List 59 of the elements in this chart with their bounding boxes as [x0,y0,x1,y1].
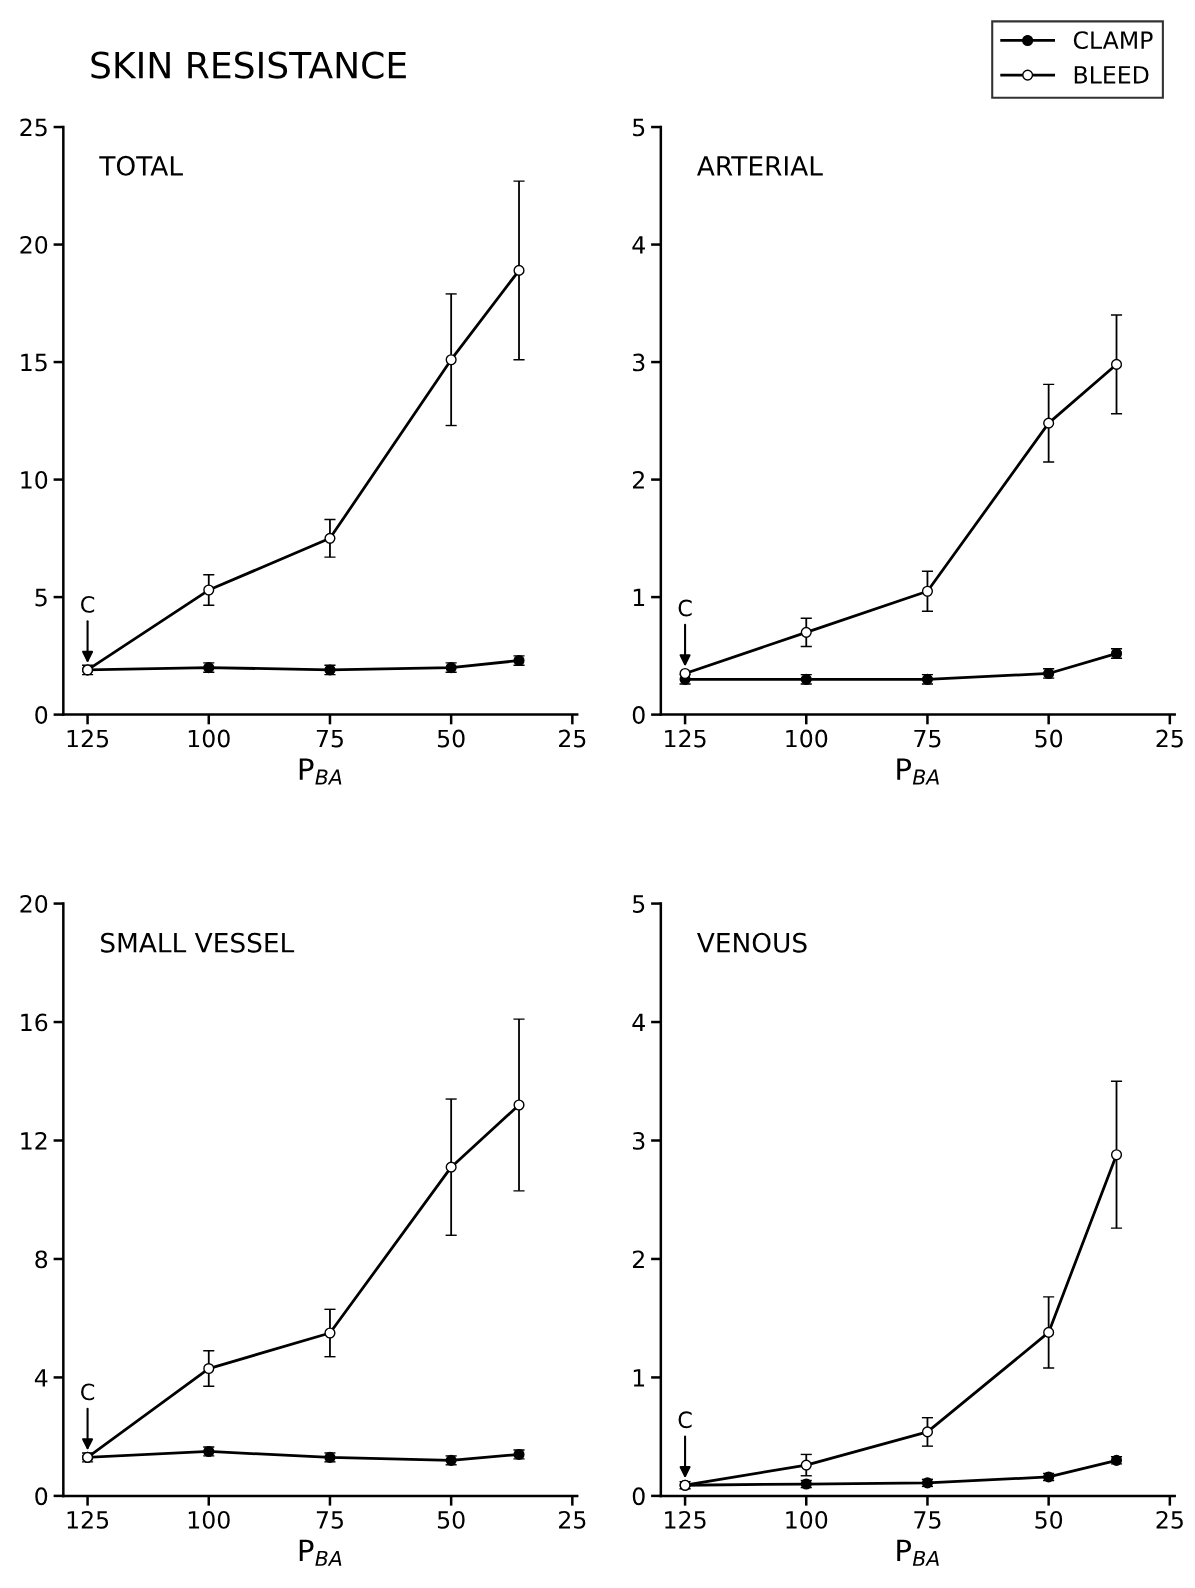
y-tick-label: 3 [633,1131,645,1150]
x-tick-label: 75 [914,729,941,748]
x-tick-label: 100 [188,1510,230,1529]
legend-label: CLAMP [1073,31,1153,50]
x-tick-label: 75 [914,1511,941,1529]
y-tick-label: 20 [20,895,48,913]
y-tick-label: 1 [633,1369,645,1387]
y-tick-label: 2 [632,471,644,489]
y-tick-label: 4 [632,1013,645,1032]
y-tick-label: 16 [21,1013,48,1032]
x-tick-label: 25 [559,729,586,748]
x-tick-label: 25 [1156,1510,1183,1529]
text: TOTAL [99,155,183,176]
x-tick-label: 75 [316,729,343,748]
y-tick-label: 5 [35,588,47,607]
text: VENOUS [697,932,807,953]
x-tick-label: 50 [437,1510,465,1529]
x-tick-label: 125 [67,1510,109,1529]
y-tick-label: 3 [633,353,645,372]
y-tick-label: 25 [20,118,47,137]
x-tick-label: 75 [316,1511,343,1529]
x-axis-title: P$_{BA}$ [299,1539,342,1566]
text: SKIN RESISTANCE [91,51,406,79]
x-tick-label: 125 [665,1510,706,1529]
y-tick-label: 1 [633,588,645,607]
x-tick-label: 25 [559,1510,586,1529]
annotation: C [81,596,95,613]
text: SMALL VESSEL [101,932,295,953]
y-tick-label: 15 [21,353,47,372]
annotation: C [678,1411,692,1429]
x-tick-label: 50 [437,729,465,748]
y-tick-label: 5 [633,895,645,913]
legend-label: BLEED [1074,66,1149,84]
y-tick-label: 2 [632,1250,644,1268]
annotation: C [678,599,692,617]
x-tick-label: 50 [1035,1510,1063,1529]
y-tick-label: 4 [34,1369,48,1387]
text: ARTERIAL [697,156,823,176]
x-tick-label: 125 [67,729,109,748]
x-tick-label: 100 [786,1510,828,1529]
x-tick-label: 125 [665,729,706,748]
y-tick-label: 8 [35,1250,48,1269]
x-tick-label: 50 [1035,729,1063,748]
y-tick-label: 10 [21,471,48,489]
x-tick-label: 100 [188,729,230,748]
x-axis-title: P$_{BA}$ [897,1539,939,1566]
y-tick-label: 0 [35,1487,48,1506]
y-tick-label: 4 [632,236,645,254]
x-tick-label: 100 [786,729,828,748]
x-tick-label: 25 [1156,729,1183,748]
y-tick-label: 12 [21,1131,47,1150]
annotation: C [81,1383,95,1401]
y-tick-label: 20 [20,236,48,254]
y-tick-label: 0 [35,706,48,724]
x-axis-title: P$_{BA}$ [897,758,939,785]
y-tick-label: 0 [632,706,645,724]
x-axis-title: P$_{BA}$ [299,758,342,785]
y-tick-label: 0 [632,1487,645,1506]
y-tick-label: 5 [633,118,645,137]
